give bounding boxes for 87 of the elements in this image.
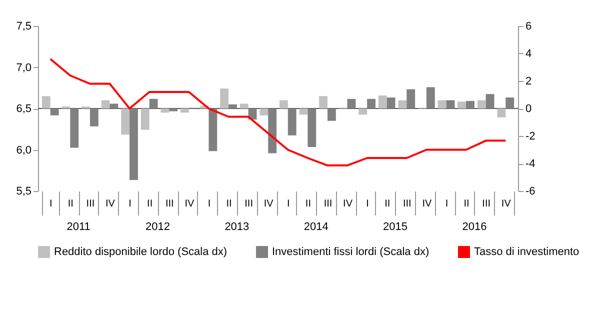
bar bbox=[110, 104, 118, 108]
bar bbox=[42, 96, 50, 108]
bar bbox=[327, 108, 336, 121]
bar bbox=[367, 98, 376, 108]
bar bbox=[180, 108, 189, 113]
bar bbox=[240, 104, 248, 108]
bar bbox=[260, 108, 268, 116]
x-tick-label: III bbox=[244, 198, 253, 210]
text: 2011 bbox=[66, 221, 90, 233]
bar bbox=[438, 100, 446, 108]
y2-tick-label: 2 bbox=[526, 76, 532, 88]
bar bbox=[358, 108, 368, 115]
x-tick-label: IV bbox=[184, 198, 194, 210]
bar bbox=[90, 108, 98, 126]
bar bbox=[446, 100, 455, 108]
bar bbox=[50, 108, 59, 116]
x-tick-label: I bbox=[445, 198, 448, 210]
bar bbox=[121, 108, 130, 135]
x-tick-label: IV bbox=[106, 198, 116, 210]
x-tick-label: I bbox=[287, 198, 290, 210]
bar bbox=[506, 98, 514, 108]
text: 2013 bbox=[224, 221, 250, 233]
bar bbox=[220, 88, 229, 108]
bar bbox=[486, 94, 494, 108]
x-tick-label: IV bbox=[343, 198, 353, 210]
bar bbox=[386, 98, 396, 108]
bar bbox=[169, 108, 178, 112]
bar bbox=[140, 108, 150, 130]
bar bbox=[426, 87, 435, 108]
x-tick-label: IV bbox=[264, 198, 274, 210]
y-tick-label: 7,0 bbox=[16, 62, 32, 74]
bar bbox=[149, 98, 158, 108]
x-tick-label: III bbox=[402, 198, 412, 210]
y2-tick-label: 0 bbox=[526, 103, 532, 115]
bar bbox=[398, 100, 407, 108]
bar bbox=[378, 95, 387, 108]
text: 2012 bbox=[146, 221, 170, 233]
x-tick-label: I bbox=[49, 198, 52, 210]
x-tick-label: II bbox=[68, 198, 74, 210]
bar bbox=[319, 96, 328, 108]
x-tick-label: III bbox=[165, 198, 174, 210]
x-tick-label: I bbox=[366, 198, 369, 210]
x-tick-label: I bbox=[208, 198, 211, 210]
bar bbox=[70, 108, 79, 148]
y-tick-label: 5,5 bbox=[16, 186, 32, 198]
bar bbox=[347, 98, 356, 108]
bar bbox=[299, 108, 308, 115]
y2-tick-label: -6 bbox=[526, 186, 536, 198]
legend-label: Reddito disponibile lordo (Scala dx) bbox=[54, 246, 228, 258]
text: 2015 bbox=[383, 221, 408, 233]
bar bbox=[308, 108, 316, 147]
bar bbox=[101, 100, 110, 108]
bar bbox=[208, 108, 218, 152]
x-tick-label: III bbox=[324, 198, 332, 210]
y-tick-label: 7,5 bbox=[16, 20, 32, 32]
y2-tick-label: -2 bbox=[526, 130, 536, 142]
bar bbox=[406, 89, 416, 108]
x-tick-label: II bbox=[226, 198, 232, 210]
bar bbox=[477, 100, 486, 108]
y-tick-label: 6,0 bbox=[16, 144, 32, 156]
bar bbox=[130, 108, 138, 180]
line-series bbox=[49, 58, 507, 166]
bar bbox=[160, 108, 170, 113]
legend-label: Tasso di investimento bbox=[474, 246, 580, 258]
bar bbox=[288, 108, 296, 136]
y2-tick-label: 6 bbox=[526, 20, 532, 32]
x-tick-label: IV bbox=[501, 198, 512, 210]
bar bbox=[466, 100, 474, 108]
bar bbox=[497, 108, 506, 118]
text: 2014 bbox=[304, 221, 328, 233]
bar bbox=[458, 102, 466, 108]
x-tick-label: II bbox=[384, 198, 390, 210]
x-tick-label: IV bbox=[422, 198, 432, 210]
bar bbox=[268, 108, 277, 154]
text: 2016 bbox=[462, 221, 487, 233]
legend-label: Investimenti fissi lordi (Scala dx) bbox=[272, 246, 430, 258]
y2-tick-label: -4 bbox=[526, 158, 536, 170]
x-tick-label: II bbox=[305, 198, 311, 210]
bar bbox=[279, 100, 288, 108]
y-tick-label: 6,5 bbox=[16, 103, 32, 115]
x-tick-label: II bbox=[147, 198, 153, 210]
x-tick-label: III bbox=[482, 198, 491, 210]
x-tick-label: III bbox=[86, 198, 95, 210]
bar bbox=[228, 104, 237, 108]
x-tick-label: II bbox=[464, 198, 470, 210]
x-tick-label: I bbox=[128, 198, 132, 210]
y2-tick-label: 4 bbox=[526, 48, 532, 60]
